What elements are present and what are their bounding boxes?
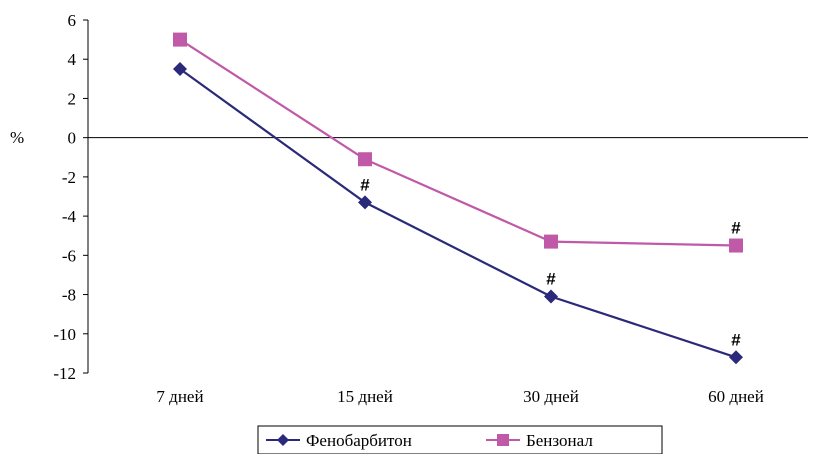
- data-point-square: [729, 238, 743, 253]
- data-point-diamond: [729, 350, 743, 365]
- y-tick-label: -4: [62, 207, 77, 226]
- data-point-square: [544, 234, 558, 249]
- x-ticks: 7 дней 15 дней 30 дней 60 дней: [156, 387, 763, 406]
- y-tick-label: -12: [53, 364, 76, 383]
- data-point-diamond: [358, 195, 372, 210]
- x-tick-label: 7 дней: [156, 387, 203, 406]
- legend: Фенобарбитон Бензонал: [257, 425, 663, 454]
- significance-mark: #: [731, 219, 741, 238]
- y-axis-label: %: [10, 128, 24, 147]
- legend-diamond-marker: [277, 434, 289, 446]
- significance-mark: #: [731, 330, 741, 349]
- y-tick-label: 2: [68, 89, 77, 108]
- series-line: [179, 38, 737, 247]
- y-ticks: 6 4 2 0 -2 -4 -6 -8 -10 -12: [53, 11, 88, 383]
- legend-label: Фенобарбитон: [306, 431, 412, 450]
- series-line: [179, 68, 737, 359]
- data-point-diamond: [544, 289, 558, 304]
- y-tick-label: 0: [68, 129, 77, 148]
- legend-box: [257, 425, 663, 454]
- x-tick-label: 30 дней: [523, 387, 579, 406]
- significance-mark: #: [546, 270, 556, 289]
- data-point-square: [358, 152, 372, 167]
- axes: [87, 20, 808, 373]
- data-point-diamond: [173, 62, 187, 77]
- y-tick-label: -8: [62, 286, 76, 305]
- x-tick-label: 15 дней: [337, 387, 393, 406]
- legend-square-marker: [497, 434, 509, 446]
- legend-label: Бензонал: [526, 431, 593, 450]
- y-tick-label: 6: [68, 11, 77, 30]
- significance-mark: #: [360, 175, 370, 194]
- y-tick-label: -6: [62, 246, 76, 265]
- data-point-square: [173, 32, 187, 47]
- x-tick-label: 60 дней: [708, 387, 764, 406]
- annotations: # # # #: [360, 175, 741, 349]
- y-tick-label: 4: [68, 50, 77, 69]
- series-lines: [173, 32, 743, 365]
- y-tick-label: -10: [53, 325, 76, 344]
- y-tick-label: -2: [62, 168, 76, 187]
